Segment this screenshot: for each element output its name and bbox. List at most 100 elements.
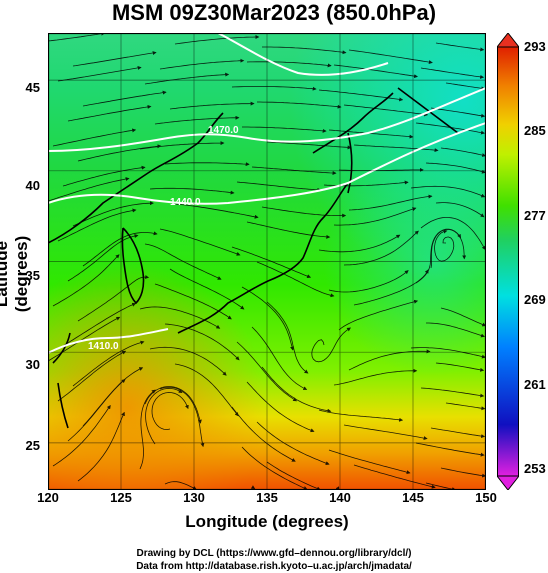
streamline — [348, 349, 431, 371]
streamline — [262, 46, 347, 55]
streamline — [48, 33, 106, 42]
contour-lines — [48, 33, 486, 354]
streamline — [318, 409, 404, 422]
streamline — [164, 162, 250, 167]
streamline — [338, 299, 419, 331]
streamline — [440, 467, 486, 478]
streamline — [241, 446, 308, 490]
y-tick-label: 30 — [25, 357, 40, 372]
colorbar-tick-label: 277 — [524, 208, 546, 223]
streamline — [256, 421, 330, 466]
y-tick-label: 45 — [25, 80, 40, 95]
streamline — [57, 350, 127, 402]
streamline — [149, 187, 235, 195]
streamline — [231, 86, 317, 91]
colorbar-tick-label: 261 — [524, 377, 546, 392]
credit-line-data: Data from http://database.rish.kyoto–u.a… — [136, 561, 412, 572]
streamline — [435, 202, 485, 218]
lat-lon-grid — [48, 33, 486, 490]
streamline — [151, 392, 189, 431]
streamline — [343, 104, 429, 117]
streamline — [256, 261, 335, 298]
streamline — [333, 207, 417, 226]
streamline — [440, 147, 486, 157]
streamline — [261, 206, 347, 218]
streamline — [420, 67, 485, 79]
x-tick-label: 145 — [402, 490, 424, 505]
streamline — [139, 389, 156, 470]
streamline — [159, 58, 245, 70]
streamline — [242, 126, 327, 133]
streamline — [246, 61, 332, 68]
y-tick-label: 25 — [25, 438, 40, 453]
streamline — [159, 228, 241, 256]
streamline — [333, 368, 418, 386]
y-axis-label: Latitude (degrees) — [0, 235, 31, 313]
y-tick-label: 35 — [25, 268, 40, 283]
streamline — [57, 65, 142, 82]
streamline — [328, 129, 414, 139]
streamline — [348, 49, 433, 65]
colorbar-tick-label: 285 — [524, 123, 546, 138]
contour-label: 1410.0 — [88, 341, 119, 352]
x-tick-label: 120 — [37, 490, 59, 505]
streamline — [52, 128, 137, 147]
streamlines — [48, 33, 486, 490]
streamline — [236, 341, 298, 402]
streamline — [246, 221, 331, 239]
streamline — [250, 485, 256, 490]
streamline — [169, 101, 255, 110]
streamline — [57, 208, 137, 242]
streamline — [425, 482, 456, 490]
credit-line-dcl: Drawing by DCL (https://www.gfd–dennou.o… — [136, 548, 412, 559]
streamline — [72, 51, 157, 67]
streamline — [52, 254, 120, 307]
streamline — [420, 387, 485, 398]
streamline — [420, 217, 486, 251]
map-title: MSM 09Z30Mar2023 (850.0hPa) — [111, 0, 437, 25]
streamline — [145, 387, 183, 445]
colorbar-tick-label: 269 — [524, 292, 546, 307]
streamline — [52, 404, 111, 467]
colorbar-top-arrow — [497, 33, 519, 48]
map-frame — [48, 33, 486, 490]
y-tick-label: 40 — [25, 178, 40, 193]
streamline — [266, 301, 309, 374]
streamline — [410, 347, 486, 359]
temperature-streamline-map: 1410.0 1440.0 1470.0 — [48, 33, 486, 490]
streamline — [72, 340, 145, 387]
streamline — [261, 366, 332, 413]
streamline — [430, 427, 486, 439]
streamline — [72, 201, 154, 227]
streamline — [445, 402, 486, 411]
x-tick-label: 135 — [256, 490, 278, 505]
colorbar-bottom-arrow — [497, 475, 519, 490]
streamline — [430, 107, 486, 118]
streamline — [328, 449, 411, 475]
streamline — [266, 461, 321, 490]
streamline — [410, 185, 486, 198]
streamline — [440, 307, 486, 327]
streamline — [343, 230, 419, 266]
streamline — [328, 270, 409, 293]
streamline — [67, 234, 139, 282]
streamline — [241, 286, 294, 351]
streamline — [435, 362, 485, 372]
streamline — [82, 90, 167, 107]
streamline — [139, 306, 221, 329]
streamline — [48, 177, 130, 202]
streamline — [174, 35, 260, 45]
streamline — [426, 322, 485, 338]
streamline — [77, 274, 150, 322]
streamline — [62, 165, 146, 187]
streamline — [257, 101, 342, 109]
streamline — [154, 115, 240, 125]
streamline — [415, 442, 485, 457]
streamline — [62, 302, 137, 347]
streamline — [174, 363, 239, 417]
streamline — [333, 64, 418, 79]
streamline — [353, 464, 436, 489]
streamline — [434, 229, 455, 262]
streamline — [164, 323, 240, 361]
streamline — [318, 234, 401, 253]
